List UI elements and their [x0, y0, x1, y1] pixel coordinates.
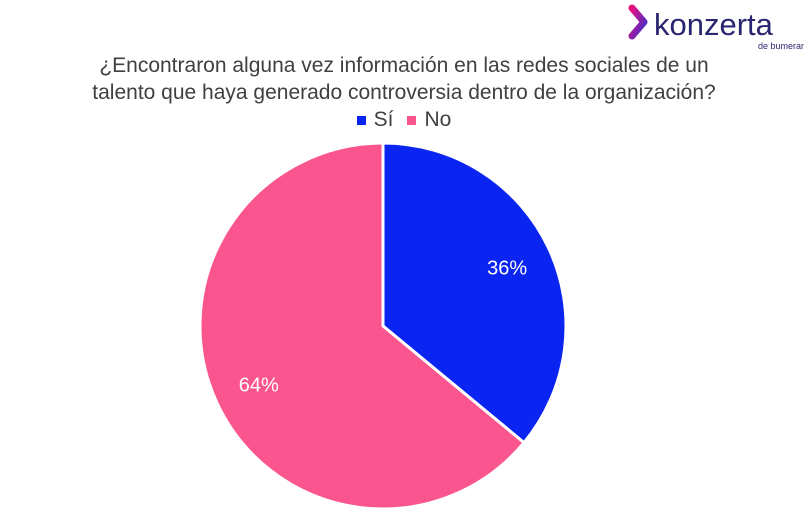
legend-item-no: No [407, 108, 451, 132]
legend-item-si: Sí [356, 108, 394, 132]
logo-tagline: de bumeran [758, 41, 804, 51]
chart-title: ¿Encontraron alguna vez información en l… [0, 52, 808, 106]
pie-slice-si [381, 141, 568, 445]
data-label-no: 64% [239, 374, 279, 396]
chart-title-line-2: talento que haya generado controversia d… [92, 81, 716, 104]
legend-swatch-si [356, 115, 366, 125]
legend-label-no: No [424, 108, 452, 131]
chevron-logo-icon [628, 4, 648, 40]
logo-brand: konzerta [654, 7, 774, 42]
data-label-si: 36% [487, 258, 527, 280]
konzerta-logo: konzerta de bumeran [628, 4, 804, 51]
chart-title-line-1: ¿Encontraron alguna vez información en l… [99, 54, 709, 77]
pie-slice-no [198, 141, 527, 511]
legend-swatch-no [407, 115, 417, 125]
legend-label-si: Sí [373, 108, 394, 131]
chart-legend: Sí No [0, 108, 808, 132]
